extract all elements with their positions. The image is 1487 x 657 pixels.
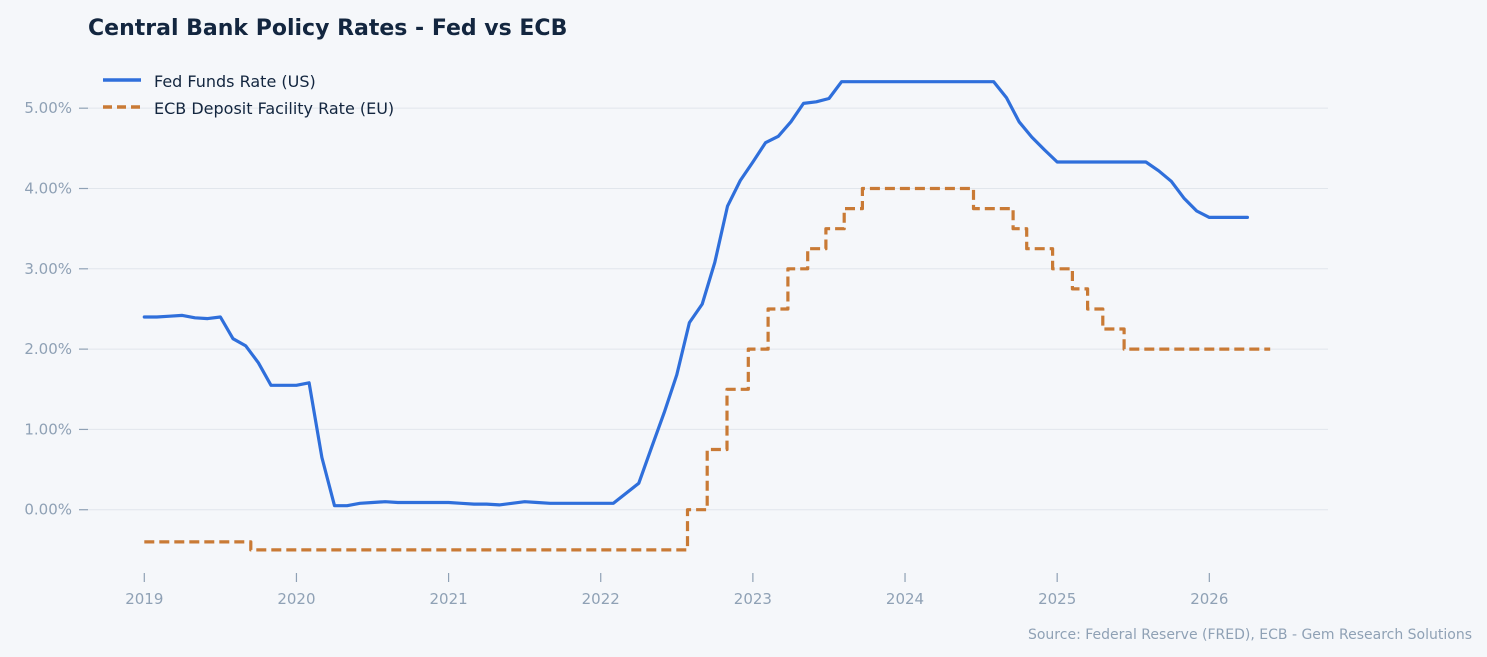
y-tick-label-4: 4.00% (24, 179, 72, 197)
chart-title: Central Bank Policy Rates - Fed vs ECB (88, 16, 567, 41)
y-axis: 0.00% 1.00% 2.00% 3.00% 4.00% 5.00% (24, 99, 88, 519)
series-lines (142, 80, 1271, 552)
x-tick-label-3: 2022 (582, 590, 620, 608)
y-tick-label-0: 0.00% (24, 501, 72, 519)
y-tick-label-1: 1.00% (24, 420, 72, 438)
source-note: Source: Federal Reserve (FRED), ECB - Ge… (1028, 627, 1472, 643)
y-tick-label-3: 3.00% (24, 260, 72, 278)
y-tick-label-5: 5.00% (24, 99, 72, 117)
x-tick-label-2: 2021 (429, 590, 467, 608)
x-tick-label-7: 2026 (1190, 590, 1228, 608)
gridlines (88, 107, 1328, 511)
x-tick-label-1: 2020 (277, 590, 315, 608)
x-tick-label-4: 2023 (734, 590, 772, 608)
x-tick-label-6: 2025 (1038, 590, 1076, 608)
legend-label-fed: Fed Funds Rate (US) (154, 72, 316, 91)
series-line-0 (142, 80, 1249, 508)
y-tick-label-2: 2.00% (24, 340, 72, 358)
x-tick-label-0: 2019 (125, 590, 163, 608)
x-tick-label-5: 2024 (886, 590, 924, 608)
legend: Fed Funds Rate (US) ECB Deposit Facility… (103, 72, 394, 118)
legend-label-ecb: ECB Deposit Facility Rate (EU) (154, 99, 394, 118)
series-line-1 (144, 186, 1271, 552)
x-axis: 2019 2020 2021 2022 2023 2024 2025 2026 (125, 573, 1228, 608)
